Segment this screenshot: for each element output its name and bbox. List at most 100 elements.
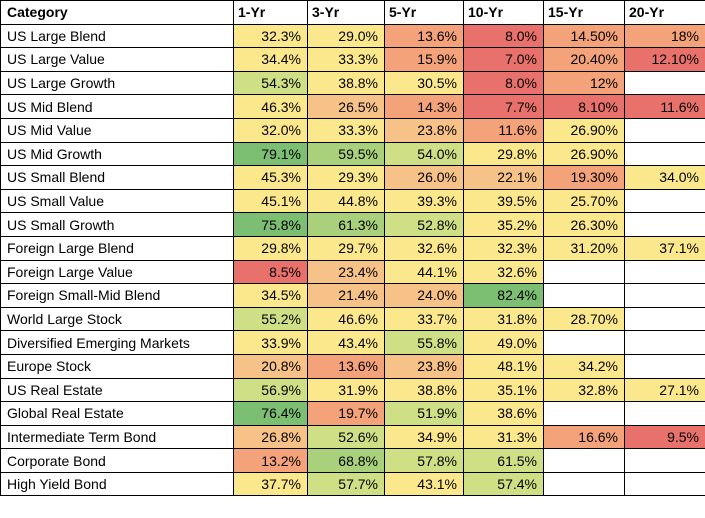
value-cell: 57.4% xyxy=(463,471,544,497)
value-cell: 43.4% xyxy=(307,330,385,355)
value-cell: 26.90% xyxy=(543,141,625,167)
value-cell: 55.2% xyxy=(233,306,308,332)
category-cell: US Small Growth xyxy=(0,212,234,237)
table-row: High Yield Bond 37.7% 57.7% 43.1% 57.4% xyxy=(0,471,705,497)
value-cell xyxy=(624,259,705,285)
table-row: US Mid Growth 79.1% 59.5% 54.0% 29.8% 26.90% xyxy=(0,141,705,167)
category-cell: Diversified Emerging Markets xyxy=(0,330,234,355)
value-cell: 23.8% xyxy=(384,117,464,143)
header-3yr: 3-Yr xyxy=(307,0,385,25)
value-cell: 49.0% xyxy=(463,330,544,355)
value-cell: 45.1% xyxy=(233,188,308,214)
value-cell: 19.7% xyxy=(307,401,385,426)
category-cell: High Yield Bond xyxy=(0,471,234,497)
category-cell: Europe Stock xyxy=(0,353,234,379)
category-cell: Foreign Small-Mid Blend xyxy=(0,283,234,308)
value-cell: 24.0% xyxy=(384,283,464,308)
value-cell: 31.3% xyxy=(463,424,544,450)
value-cell: 35.2% xyxy=(463,212,544,237)
value-cell xyxy=(543,471,625,497)
header-row: Category 1-Yr 3-Yr 5-Yr 10-Yr 15-Yr 20-Y… xyxy=(0,0,705,25)
value-cell: 31.9% xyxy=(307,377,385,403)
value-cell: 26.30% xyxy=(543,212,625,237)
category-cell: US Large Blend xyxy=(0,23,234,49)
table-row: Europe Stock 20.8% 13.6% 23.8% 48.1% 34.2% xyxy=(0,353,705,379)
value-cell xyxy=(624,306,705,332)
category-cell: US Small Blend xyxy=(0,165,234,190)
value-cell: 33.7% xyxy=(384,306,464,332)
table-row: World Large Stock 55.2% 46.6% 33.7% 31.8% 28.… xyxy=(0,306,705,332)
value-cell: 12% xyxy=(543,70,625,96)
value-cell: 44.8% xyxy=(307,188,385,214)
category-cell: Corporate Bond xyxy=(0,448,234,473)
value-cell: 38.6% xyxy=(463,401,544,426)
value-cell: 59.5% xyxy=(307,141,385,167)
value-cell: 29.0% xyxy=(307,23,385,49)
value-cell xyxy=(624,353,705,379)
table-row: US Small Value 45.1% 44.8% 39.3% 39.5% 25.70% xyxy=(0,188,705,214)
value-cell: 28.70% xyxy=(543,306,625,332)
category-cell: Global Real Estate xyxy=(0,401,234,426)
value-cell xyxy=(624,188,705,214)
value-cell: 29.3% xyxy=(307,165,385,190)
category-cell: Foreign Large Blend xyxy=(0,235,234,261)
value-cell: 15.9% xyxy=(384,47,464,72)
value-cell: 61.5% xyxy=(463,448,544,473)
value-cell: 7.7% xyxy=(463,94,544,119)
value-cell: 23.4% xyxy=(307,259,385,285)
value-cell: 23.8% xyxy=(384,353,464,379)
value-cell: 32.3% xyxy=(463,235,544,261)
value-cell xyxy=(624,117,705,143)
header-15yr: 15-Yr xyxy=(543,0,625,25)
value-cell: 39.3% xyxy=(384,188,464,214)
value-cell xyxy=(624,448,705,473)
value-cell: 34.2% xyxy=(543,353,625,379)
value-cell: 16.6% xyxy=(543,424,625,450)
value-cell: 30.5% xyxy=(384,70,464,96)
value-cell: 32.0% xyxy=(233,117,308,143)
value-cell: 61.3% xyxy=(307,212,385,237)
value-cell: 31.8% xyxy=(463,306,544,332)
value-cell: 22.1% xyxy=(463,165,544,190)
table-row: US Small Growth 75.8% 61.3% 52.8% 35.2% 26.30… xyxy=(0,212,705,237)
value-cell: 52.6% xyxy=(307,424,385,450)
value-cell xyxy=(624,401,705,426)
value-cell: 31.20% xyxy=(543,235,625,261)
returns-heatmap-table: Category 1-Yr 3-Yr 5-Yr 10-Yr 15-Yr 20-Y… xyxy=(0,0,705,497)
value-cell: 12.10% xyxy=(624,47,705,72)
value-cell: 51.9% xyxy=(384,401,464,426)
value-cell: 55.8% xyxy=(384,330,464,355)
value-cell: 46.3% xyxy=(233,94,308,119)
value-cell: 8.0% xyxy=(463,70,544,96)
category-cell: US Mid Value xyxy=(0,117,234,143)
value-cell xyxy=(624,70,705,96)
table-row: Intermediate Term Bond 26.8% 52.6% 34.9% 31.… xyxy=(0,424,705,450)
value-cell: 11.6% xyxy=(624,94,705,119)
table-row: Foreign Large Blend 29.8% 29.7% 32.6% 32.3% 3… xyxy=(0,235,705,261)
value-cell: 33.3% xyxy=(307,47,385,72)
category-cell: US Large Value xyxy=(0,47,234,72)
value-cell: 32.3% xyxy=(233,23,308,49)
value-cell xyxy=(543,330,625,355)
category-cell: US Large Growth xyxy=(0,70,234,96)
table-row: US Mid Blend 46.3% 26.5% 14.3% 7.7% 8.10% 11.6… xyxy=(0,94,705,119)
value-cell: 76.4% xyxy=(233,401,308,426)
value-cell: 75.8% xyxy=(233,212,308,237)
value-cell: 44.1% xyxy=(384,259,464,285)
value-cell: 34.9% xyxy=(384,424,464,450)
table-row: US Mid Value 32.0% 33.3% 23.8% 11.6% 26.90% xyxy=(0,117,705,143)
value-cell: 52.8% xyxy=(384,212,464,237)
value-cell: 54.3% xyxy=(233,70,308,96)
value-cell: 26.0% xyxy=(384,165,464,190)
value-cell: 29.8% xyxy=(233,235,308,261)
header-5yr: 5-Yr xyxy=(384,0,464,25)
value-cell: 14.50% xyxy=(543,23,625,49)
value-cell xyxy=(624,141,705,167)
value-cell: 26.5% xyxy=(307,94,385,119)
value-cell: 8.0% xyxy=(463,23,544,49)
value-cell: 45.3% xyxy=(233,165,308,190)
value-cell: 38.8% xyxy=(384,377,464,403)
value-cell: 20.8% xyxy=(233,353,308,379)
value-cell xyxy=(543,259,625,285)
table-row: Diversified Emerging Markets 33.9% 43.4% 55… xyxy=(0,330,705,355)
